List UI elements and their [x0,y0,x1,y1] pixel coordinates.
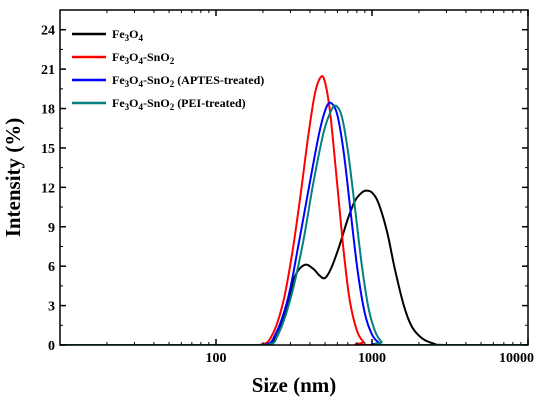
legend-label-subscript: 3 [125,79,130,89]
legend-label-subscript: 2 [170,79,175,89]
legend-label: Fe3O4-SnO2 (PEI-treated) [112,96,246,112]
series-line-4 [60,104,528,345]
y-tick-label: 18 [41,103,55,118]
y-tick-label: 3 [48,300,55,315]
legend-label-part: (PEI-treated) [174,96,245,110]
legend-label-part: O [129,27,138,41]
y-tick-label: 6 [48,260,55,275]
legend-label-subscript: 3 [125,33,130,43]
series-line-2 [60,75,528,345]
legend-label-subscript: 2 [170,56,175,66]
y-tick-label: 9 [48,221,55,236]
legend-label-part: O [129,73,138,87]
legend-label-part: (APTES-treated) [174,73,264,87]
y-tick-label: 24 [41,24,55,39]
legend-item-4: Fe3O4-SnO2 (PEI-treated) [72,96,246,112]
legend-label-part: O [129,50,138,64]
legend-label-part: -SnO [143,50,170,64]
legend-label-subscript: 2 [170,102,175,112]
legend-label: Fe3O4 [112,27,144,43]
legend-label-part: O [129,96,138,110]
legend-label: Fe3O4-SnO2 [112,50,175,66]
legend-label: Fe3O4-SnO2 (APTES-treated) [112,73,264,89]
series-line-3 [60,101,528,345]
plot-frame [59,9,529,346]
legend-label-part: -SnO [143,73,170,87]
x-axis-title: Size (nm) [252,373,337,397]
y-tick-label: 0 [48,339,55,354]
legend-label-part: Fe [112,96,125,110]
legend-label-subscript: 3 [125,56,130,66]
y-tick-label: 12 [41,181,55,196]
legend-label-subscript: 4 [139,33,144,43]
x-tick-label: 100 [206,351,227,366]
legend-item-3: Fe3O4-SnO2 (APTES-treated) [72,73,264,89]
y-axis-title: Intensity (%) [1,118,25,238]
legend-label-part: Fe [112,27,125,41]
y-tick-label: 21 [41,63,55,78]
series-layer [60,75,528,345]
legend-label-part: Fe [112,73,125,87]
legend-label-part: -SnO [143,96,170,110]
legend-item-1: Fe3O4 [72,27,144,43]
legend-label-subscript: 3 [125,102,130,112]
legend-label-subscript: 4 [139,102,144,112]
legend-label-subscript: 4 [139,56,144,66]
legend-label-part: Fe [112,50,125,64]
x-tick-label: 10000 [499,351,534,366]
x-tick-label: 1000 [358,351,386,366]
y-tick-label: 15 [41,142,55,157]
legend-item-2: Fe3O4-SnO2 [72,50,175,66]
legend-label-subscript: 4 [139,79,144,89]
